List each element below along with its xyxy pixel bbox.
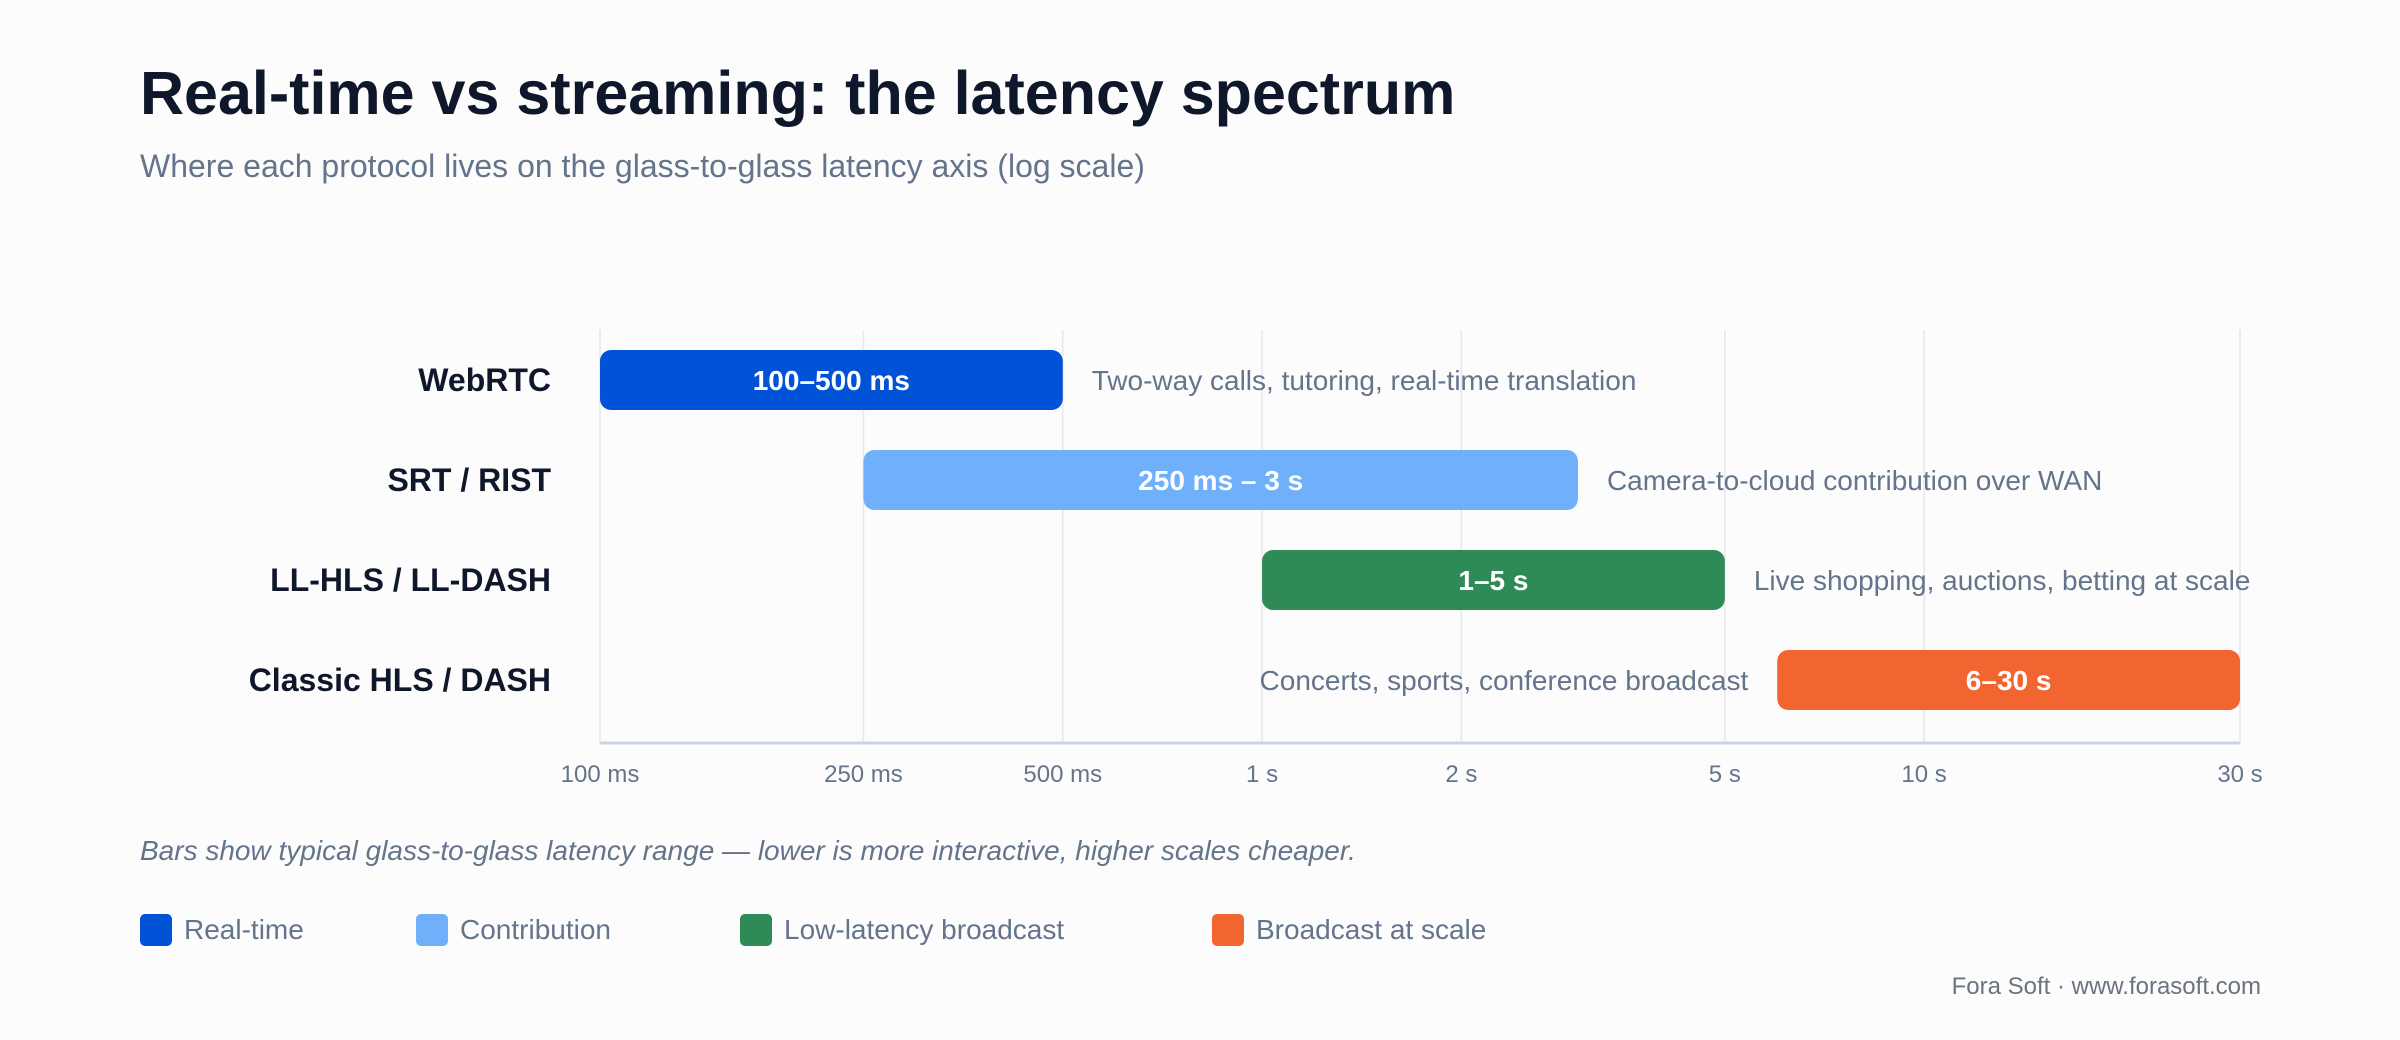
category-label-ll-hls-ll-dash: LL-HLS / LL-DASH xyxy=(270,562,551,598)
legend-label-real-time: Real-time xyxy=(184,914,304,945)
x-tick-label-100-ms: 100 ms xyxy=(561,761,640,788)
category-label-webrtc: WebRTC xyxy=(418,362,551,398)
bar-srt-rist xyxy=(863,450,1578,510)
x-tick-label-10-s: 10 s xyxy=(1901,761,1946,788)
x-tick-label-1-s: 1 s xyxy=(1246,761,1278,788)
legend-item-real-time: Real-time xyxy=(140,913,304,947)
legend-label-broadcast-at-scale: Broadcast at scale xyxy=(1256,914,1487,945)
chart-footnote: Bars show typical glass-to-glass latency… xyxy=(140,835,1356,866)
legend-swatch-real-time xyxy=(140,914,172,946)
category-label-srt-rist: SRT / RIST xyxy=(387,462,551,498)
chart-title: Real-time vs streaming: the latency spec… xyxy=(140,59,1456,127)
credit-text: Fora Soft · www.forasoft.com xyxy=(1951,973,2261,1000)
bar-annotation-webrtc: Two-way calls, tutoring, real-time trans… xyxy=(1092,365,1637,396)
legend-label-low-latency-broadcast: Low-latency broadcast xyxy=(784,914,1065,945)
legend-item-broadcast-at-scale: Broadcast at scale xyxy=(1212,913,1486,947)
bar-label-srt-rist: 250 ms – 3 s xyxy=(1138,465,1303,496)
x-tick-label-2-s: 2 s xyxy=(1445,761,1477,788)
legend-label-contribution: Contribution xyxy=(460,914,611,945)
bar-label-webrtc: 100–500 ms xyxy=(753,365,910,396)
x-tick-label-500-ms: 500 ms xyxy=(1023,761,1102,788)
bar-label-classic-hls-dash: 6–30 s xyxy=(1966,665,2052,696)
bar-annotation-ll-hls-ll-dash: Live shopping, auctions, betting at scal… xyxy=(1754,565,2251,596)
chart-legend: Real-time Contribution Low-latency broad… xyxy=(140,913,1540,947)
bar-ll-hls-ll-dash xyxy=(1262,550,1725,610)
legend-item-low-latency-broadcast: Low-latency broadcast xyxy=(740,913,1064,947)
legend-swatch-low-latency-broadcast xyxy=(740,914,772,946)
x-tick-label-5-s: 5 s xyxy=(1709,761,1741,788)
bar-annotation-classic-hls-dash: Concerts, sports, conference broadcast xyxy=(1260,665,1749,696)
category-label-classic-hls-dash: Classic HLS / DASH xyxy=(249,662,551,698)
x-tick-label-30-s: 30 s xyxy=(2217,761,2262,788)
chart-subtitle: Where each protocol lives on the glass-t… xyxy=(140,148,1145,184)
legend-item-contribution: Contribution xyxy=(416,913,611,947)
x-tick-label-250-ms: 250 ms xyxy=(824,761,903,788)
legend-swatch-contribution xyxy=(416,914,448,946)
bar-classic-hls-dash xyxy=(1777,650,2240,710)
bar-annotation-srt-rist: Camera-to-cloud contribution over WAN xyxy=(1607,465,2102,496)
bar-webrtc xyxy=(600,350,1063,410)
legend-swatch-broadcast-at-scale xyxy=(1212,914,1244,946)
bar-label-ll-hls-ll-dash: 1–5 s xyxy=(1458,565,1528,596)
latency-chart: 100 ms 250 ms 500 ms 1 s 2 s 5 s 10 s 30 s WebRT… xyxy=(249,330,2263,788)
